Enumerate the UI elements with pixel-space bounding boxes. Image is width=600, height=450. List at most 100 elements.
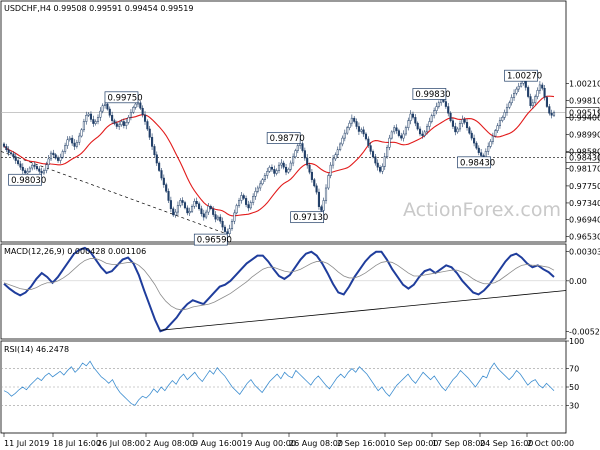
support-box (565, 152, 600, 163)
candle-body (350, 117, 353, 124)
candle-body (75, 142, 78, 147)
candle-body (14, 156, 17, 161)
candle-body (71, 137, 74, 144)
candle-body (360, 129, 363, 132)
candle-body (280, 162, 283, 166)
candle-body (362, 129, 365, 135)
candle-body (183, 202, 187, 209)
candle-body (317, 191, 321, 207)
rsi-tick-label: 30 (569, 401, 579, 410)
annotation-label: 0.98030 (11, 176, 46, 186)
candle-body (435, 106, 438, 111)
candle-body (78, 135, 81, 143)
candle-body (414, 117, 417, 124)
candle-body (270, 166, 273, 170)
time-tick-label: 26 Jul 08:00 (97, 439, 145, 448)
candle-body (242, 195, 245, 199)
candle-body (169, 200, 172, 210)
price-tick-label: 0.98580 (569, 147, 600, 156)
time-tick-label: 2 Oct 00:00 (527, 439, 574, 448)
time-tick-label: 17 Sep 08:00 (432, 439, 485, 448)
candle-body (228, 228, 231, 234)
time-tick-label: 26 Aug 08:00 (289, 439, 343, 448)
annotation-box (8, 173, 42, 186)
candle-body (505, 107, 509, 113)
candle-body (538, 84, 541, 91)
candle-body (454, 126, 457, 133)
candle-body (515, 88, 518, 94)
price-tick-label: 1.00210 (569, 80, 600, 89)
candle-body (341, 137, 344, 145)
candle-body (47, 158, 50, 165)
candle-body (494, 130, 497, 137)
candle-body (353, 117, 356, 122)
candle-body (35, 166, 38, 170)
annotation-label: 1.00270 (507, 72, 542, 82)
candle-body (418, 128, 422, 135)
candle-body (329, 164, 332, 176)
rsi-group: 100 70 50 30 (1, 337, 584, 410)
candle-body (85, 115, 88, 122)
candle-body (94, 121, 97, 124)
rsi-header: RSI(14) 46.2478 (4, 345, 69, 354)
candle-body (162, 177, 165, 185)
time-tick-label: 19 Aug 00:00 (242, 439, 296, 448)
candle-body (343, 132, 346, 139)
candle-body (61, 151, 64, 158)
candle-body (132, 107, 135, 113)
candle-body (552, 112, 556, 116)
price-tick-label: 0.97340 (569, 199, 600, 208)
candle-body (437, 102, 440, 107)
candle-body (496, 125, 499, 131)
candle-body (541, 84, 544, 89)
candle-body (89, 113, 93, 120)
candle-body (306, 157, 309, 166)
candle-body (216, 216, 219, 220)
candle-body (151, 137, 154, 147)
candle-body (111, 115, 114, 121)
candle-body (357, 126, 360, 132)
candle-body (249, 202, 252, 209)
candle-body (245, 198, 248, 205)
candle-body (200, 208, 203, 214)
annotation-box (104, 91, 139, 104)
candle-body (127, 117, 130, 123)
candle-body (292, 156, 295, 164)
candle-body (498, 120, 501, 126)
candle-body (447, 106, 450, 114)
time-tick-label: 2 Sep 16:00 (337, 439, 385, 448)
macd-panel-frame (0, 243, 567, 340)
candle-body (473, 137, 476, 144)
price-y-axis: 1.00210 0.99810 0.99400 0.98990 0.98580 0.981… (566, 80, 600, 242)
candle-body (524, 80, 527, 88)
candle-body (296, 145, 299, 151)
current-price-box (565, 107, 600, 118)
candle-body (82, 121, 85, 131)
macd-tick-label: 0.00303 (569, 247, 600, 256)
rsi-line (3, 360, 555, 406)
annotation-label: 0.97130 (293, 213, 328, 223)
candle-body (322, 200, 325, 211)
candle-body (28, 167, 31, 172)
candle-body (158, 162, 161, 171)
annotation-label: 0.98430 (460, 158, 495, 168)
candle-body (240, 195, 243, 201)
candle-body (165, 184, 168, 192)
annotation-box (290, 211, 325, 224)
candle-body (174, 211, 177, 216)
annotation-label: 0.99750 (107, 93, 142, 103)
candle-body (167, 191, 170, 201)
candle-body (433, 110, 436, 116)
candle-body (282, 162, 285, 168)
candle-body (275, 170, 278, 174)
price-tick-label: 0.99400 (569, 113, 600, 122)
macd-group: 0.00303 0.00 -0.005236 (1, 246, 600, 337)
candle-body (320, 206, 323, 211)
candle-body (484, 151, 487, 158)
macd-header: MACD(12,26,9) 0.000428 0.001106 (4, 247, 146, 256)
macd-tick-label: 0.00 (569, 277, 587, 286)
candle-body (428, 121, 431, 127)
candle-body (221, 220, 224, 228)
candle-body (336, 149, 339, 155)
